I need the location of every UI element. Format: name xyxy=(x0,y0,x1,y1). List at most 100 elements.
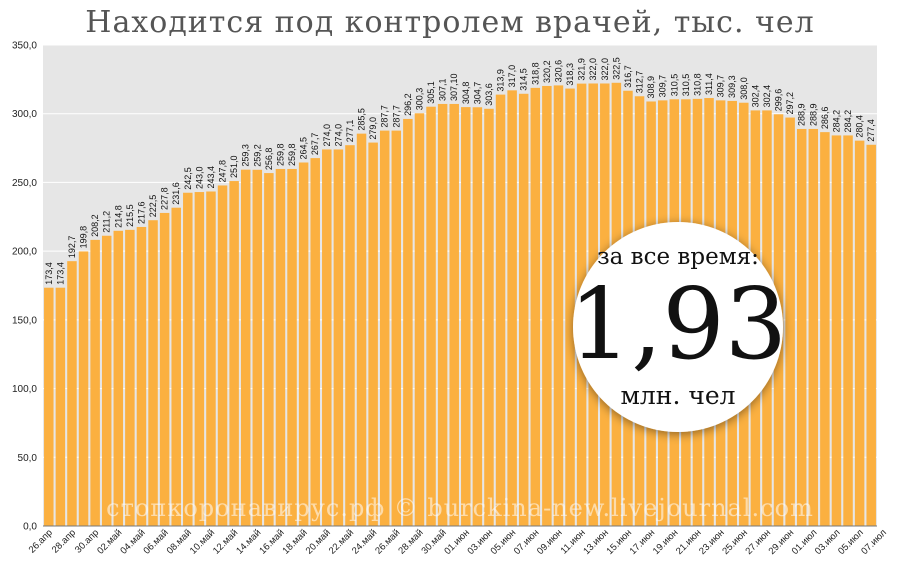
data-label: 277,4 xyxy=(866,119,876,142)
data-label: 251,0 xyxy=(229,156,239,179)
bar xyxy=(67,261,77,526)
x-tick-label: 22.май xyxy=(327,527,356,556)
x-tick-label: 14.май xyxy=(234,527,263,556)
badge-circle xyxy=(573,222,783,432)
data-label: 312,7 xyxy=(635,71,645,94)
bar xyxy=(391,130,402,527)
data-label: 311,4 xyxy=(704,73,714,95)
bar xyxy=(298,162,309,526)
data-label: 231,6 xyxy=(171,182,181,205)
bar xyxy=(345,145,355,526)
data-label: 310,5 xyxy=(669,74,679,97)
data-label: 256,8 xyxy=(264,148,274,171)
data-label: 222,5 xyxy=(148,195,158,218)
x-tick-label: 06.май xyxy=(142,527,171,556)
data-label: 320,6 xyxy=(553,60,563,83)
bar xyxy=(229,181,239,526)
y-tick-label: 50,0 xyxy=(18,453,38,464)
y-tick-label: 100,0 xyxy=(12,384,37,395)
data-label: 307,1 xyxy=(438,78,448,101)
data-label: 286,6 xyxy=(820,107,830,130)
data-label: 287,7 xyxy=(380,105,390,128)
data-label: 243,4 xyxy=(206,166,216,189)
bar xyxy=(113,230,124,527)
bar xyxy=(368,142,378,526)
bar xyxy=(148,220,158,526)
bar xyxy=(333,149,344,526)
bar xyxy=(264,173,274,526)
data-label: 322,5 xyxy=(611,57,621,80)
bar xyxy=(78,251,89,526)
data-label: 284,2 xyxy=(831,110,841,133)
total-badge: за все время: 1,93 млн. чел xyxy=(569,222,787,432)
data-label: 304,7 xyxy=(472,82,482,105)
bar xyxy=(507,90,517,526)
data-label: 297,2 xyxy=(785,92,795,115)
data-label: 199,8 xyxy=(79,226,89,249)
data-label: 296,2 xyxy=(403,93,413,116)
data-label: 310,8 xyxy=(692,73,702,96)
data-label: 318,8 xyxy=(530,62,540,85)
chart-title: Находится под контролем врачей, тыс. чел xyxy=(85,5,814,40)
bar xyxy=(808,128,819,526)
data-label: 314,5 xyxy=(519,68,529,91)
bar xyxy=(101,235,112,526)
data-label: 211,2 xyxy=(102,211,112,233)
data-label: 300,3 xyxy=(414,88,424,111)
data-label: 242,5 xyxy=(183,167,193,190)
bar xyxy=(553,85,564,527)
bar xyxy=(310,158,320,527)
bar xyxy=(194,192,205,526)
data-label: 259,8 xyxy=(287,143,297,166)
data-label: 309,7 xyxy=(658,75,668,98)
data-label: 279,0 xyxy=(368,117,378,140)
data-label: 173,4 xyxy=(55,262,65,285)
y-tick-label: 250,0 xyxy=(12,178,37,189)
data-label: 299,6 xyxy=(774,89,784,112)
data-label: 243,0 xyxy=(194,167,204,190)
data-label: 285,5 xyxy=(357,108,367,131)
x-tick-label: 02.май xyxy=(95,527,124,556)
bar xyxy=(240,169,251,527)
bar xyxy=(866,144,876,527)
data-label: 259,8 xyxy=(275,143,285,166)
x-tick-label: 16.май xyxy=(257,527,286,556)
data-label: 308,9 xyxy=(646,76,656,99)
data-label: 316,7 xyxy=(623,65,633,88)
bar xyxy=(322,149,332,526)
x-tick-label: 07.июл xyxy=(859,527,889,557)
data-label: 317,0 xyxy=(507,65,517,88)
bar xyxy=(854,140,865,527)
data-label: 302,4 xyxy=(750,85,760,108)
bar xyxy=(426,106,436,526)
data-label: 277,1 xyxy=(345,120,355,143)
data-label: 173,4 xyxy=(44,262,54,285)
data-label: 303,6 xyxy=(484,83,494,106)
bar xyxy=(831,135,842,527)
data-label: 247,8 xyxy=(218,160,228,183)
badge-value: 1,93 xyxy=(569,268,787,382)
y-tick-label: 350,0 xyxy=(12,41,37,52)
data-label: 280,4 xyxy=(855,115,865,138)
bar xyxy=(252,169,263,526)
data-label: 192,7 xyxy=(67,236,77,259)
bar xyxy=(820,132,830,527)
y-axis: 0,0 50,0 100,0 150,0 200,0 250,0 300,0 350,0 xyxy=(12,41,37,533)
bar xyxy=(495,94,506,526)
data-label: 322,0 xyxy=(600,58,610,81)
bar xyxy=(356,133,367,527)
data-label: 208,2 xyxy=(90,214,100,237)
x-tick-label: 04.май xyxy=(118,527,147,556)
data-label: 309,3 xyxy=(727,75,737,98)
bar xyxy=(785,117,795,526)
badge-unit: млн. чел xyxy=(620,381,735,410)
x-tick-label: 18.май xyxy=(281,527,310,556)
bar xyxy=(125,229,135,526)
data-label: 274,0 xyxy=(322,124,332,147)
x-tick-label: 10.май xyxy=(188,527,217,556)
data-label: 310,5 xyxy=(681,74,691,97)
bar xyxy=(518,93,529,526)
data-label: 288,9 xyxy=(797,103,807,126)
bar xyxy=(217,185,228,526)
